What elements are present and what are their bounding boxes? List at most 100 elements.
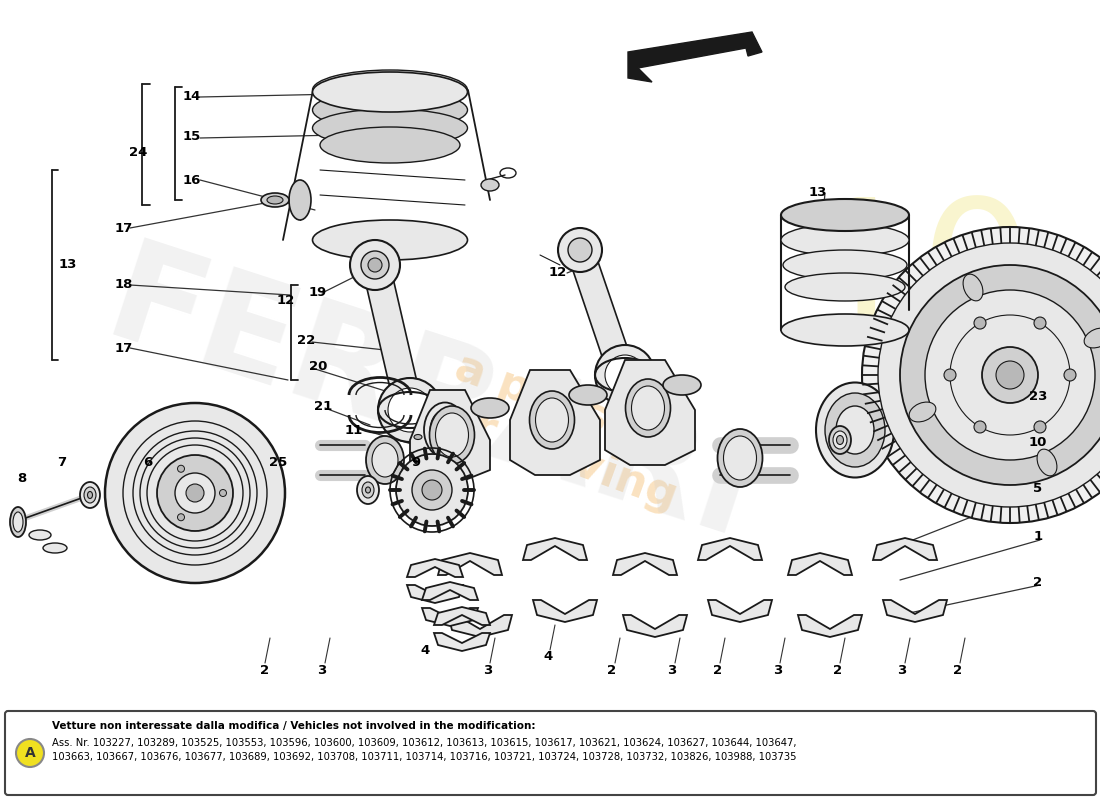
Text: 10: 10 (1028, 437, 1047, 450)
Text: 4: 4 (420, 643, 430, 657)
Text: 11: 11 (345, 423, 363, 437)
Ellipse shape (312, 70, 468, 110)
Ellipse shape (312, 220, 468, 260)
Ellipse shape (833, 431, 847, 449)
Ellipse shape (663, 375, 701, 395)
Ellipse shape (783, 250, 907, 280)
Ellipse shape (626, 379, 671, 437)
Ellipse shape (536, 398, 569, 442)
Text: 2: 2 (834, 663, 843, 677)
Text: 19: 19 (309, 286, 327, 298)
Polygon shape (438, 553, 502, 575)
Polygon shape (798, 615, 862, 637)
Text: 20: 20 (309, 361, 327, 374)
Polygon shape (410, 390, 490, 480)
Ellipse shape (631, 386, 664, 430)
Text: 10: 10 (805, 192, 1035, 368)
Circle shape (177, 514, 185, 521)
Ellipse shape (825, 393, 886, 467)
Circle shape (925, 290, 1094, 460)
Text: 3: 3 (773, 663, 782, 677)
Ellipse shape (724, 436, 757, 480)
Circle shape (368, 258, 382, 272)
Circle shape (996, 361, 1024, 389)
Text: 6: 6 (143, 457, 153, 470)
Circle shape (177, 466, 185, 472)
Text: 7: 7 (57, 457, 67, 470)
Ellipse shape (636, 398, 644, 402)
Ellipse shape (29, 530, 51, 540)
Text: 3: 3 (318, 663, 327, 677)
Text: 3: 3 (483, 663, 493, 677)
Ellipse shape (785, 273, 905, 301)
Circle shape (1034, 317, 1046, 329)
Text: 2: 2 (954, 663, 962, 677)
Ellipse shape (365, 487, 371, 493)
Ellipse shape (414, 434, 422, 439)
Ellipse shape (372, 443, 398, 477)
Polygon shape (434, 607, 490, 625)
Polygon shape (566, 250, 635, 380)
Ellipse shape (1085, 328, 1100, 348)
Text: 22: 22 (297, 334, 315, 346)
Circle shape (974, 421, 986, 433)
Polygon shape (407, 559, 463, 577)
Ellipse shape (13, 512, 23, 532)
Ellipse shape (312, 109, 468, 147)
Circle shape (378, 378, 442, 442)
Ellipse shape (312, 90, 468, 130)
Circle shape (388, 388, 432, 432)
Circle shape (982, 347, 1038, 403)
FancyBboxPatch shape (6, 711, 1096, 795)
Circle shape (878, 243, 1100, 507)
Circle shape (900, 265, 1100, 485)
Polygon shape (510, 370, 600, 475)
Circle shape (361, 251, 389, 279)
Circle shape (220, 490, 227, 497)
Text: 4: 4 (543, 650, 552, 663)
Circle shape (1034, 421, 1046, 433)
Polygon shape (422, 582, 478, 600)
Ellipse shape (424, 402, 466, 458)
Ellipse shape (836, 435, 844, 445)
Text: 3: 3 (898, 663, 906, 677)
Text: 13: 13 (58, 258, 77, 271)
Circle shape (862, 227, 1100, 523)
Text: 9: 9 (411, 457, 420, 470)
Polygon shape (605, 360, 695, 465)
Ellipse shape (430, 410, 460, 450)
Text: 13: 13 (808, 186, 827, 198)
Text: 23: 23 (1028, 390, 1047, 403)
Text: 5: 5 (1033, 482, 1043, 494)
Circle shape (568, 238, 592, 262)
Circle shape (186, 484, 204, 502)
Polygon shape (407, 585, 463, 603)
Polygon shape (613, 553, 676, 575)
Text: 25: 25 (268, 457, 287, 470)
Text: 16: 16 (183, 174, 201, 186)
Ellipse shape (717, 429, 762, 487)
Circle shape (595, 345, 654, 405)
Ellipse shape (436, 413, 469, 457)
Circle shape (944, 369, 956, 381)
Ellipse shape (529, 391, 574, 449)
Text: 2: 2 (607, 663, 617, 677)
Circle shape (974, 317, 986, 329)
Circle shape (104, 403, 285, 583)
Polygon shape (434, 633, 490, 651)
Ellipse shape (836, 406, 874, 454)
Ellipse shape (816, 382, 894, 478)
Ellipse shape (80, 482, 100, 508)
Polygon shape (708, 600, 772, 622)
Text: 15: 15 (183, 130, 201, 143)
Text: A: A (24, 746, 35, 760)
Polygon shape (698, 538, 762, 560)
Ellipse shape (781, 224, 909, 256)
Text: 17: 17 (114, 342, 133, 354)
Circle shape (422, 480, 442, 500)
Ellipse shape (84, 487, 96, 503)
Ellipse shape (781, 199, 909, 231)
Circle shape (396, 454, 468, 526)
Circle shape (157, 455, 233, 531)
Polygon shape (873, 538, 937, 560)
